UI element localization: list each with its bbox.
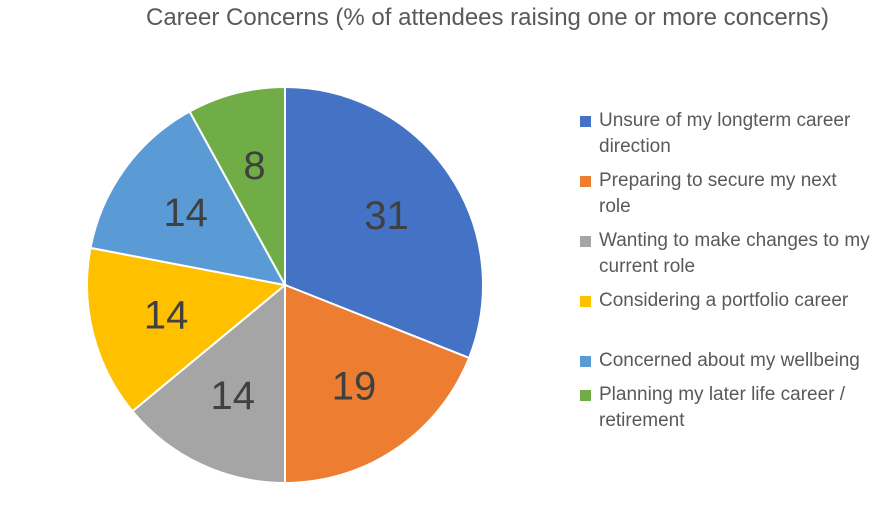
slice-data-label: 8 bbox=[243, 144, 265, 188]
slice-data-label: 14 bbox=[144, 294, 189, 338]
legend-swatch bbox=[580, 236, 591, 247]
slice-data-label: 31 bbox=[364, 194, 409, 238]
legend-item-longterm-direction: Unsure of my longterm career direction bbox=[580, 108, 870, 160]
legend-swatch bbox=[580, 296, 591, 307]
legend-label: Preparing to secure my next role bbox=[599, 170, 837, 217]
legend-label: Wanting to make changes to my current ro… bbox=[599, 230, 870, 277]
legend-item-next-role: Preparing to secure my next role bbox=[580, 168, 870, 220]
legend-swatch bbox=[580, 176, 591, 187]
pie-slice bbox=[89, 110, 287, 287]
pie-slice bbox=[86, 246, 288, 413]
legend-label: Concerned about my wellbeing bbox=[599, 350, 860, 371]
legend-label: Considering a portfolio career bbox=[599, 290, 849, 311]
pie-slice bbox=[284, 283, 471, 485]
legend-item-wellbeing: Concerned about my wellbeing bbox=[580, 348, 870, 374]
legend-label: Unsure of my longterm career direction bbox=[599, 110, 851, 157]
legend-item-later-life: Planning my later life career / retireme… bbox=[580, 382, 870, 434]
legend-swatch bbox=[580, 390, 591, 401]
pie-slice bbox=[284, 85, 484, 360]
chart-legend: Unsure of my longterm career direction P… bbox=[580, 108, 870, 434]
pie-slice bbox=[188, 85, 286, 286]
legend-item-current-role: Wanting to make changes to my current ro… bbox=[580, 228, 870, 280]
legend-item-portfolio-career: Considering a portfolio career bbox=[580, 288, 870, 314]
chart-title: Career Concerns (% of attendees raising … bbox=[146, 4, 829, 31]
slice-data-label: 19 bbox=[332, 365, 377, 409]
legend-swatch bbox=[580, 356, 591, 367]
legend-swatch bbox=[580, 116, 591, 127]
legend-label: Planning my later life career / retireme… bbox=[599, 384, 846, 431]
pie-slice bbox=[131, 282, 286, 485]
slice-data-label: 14 bbox=[163, 191, 208, 235]
slice-data-label: 14 bbox=[210, 374, 255, 418]
